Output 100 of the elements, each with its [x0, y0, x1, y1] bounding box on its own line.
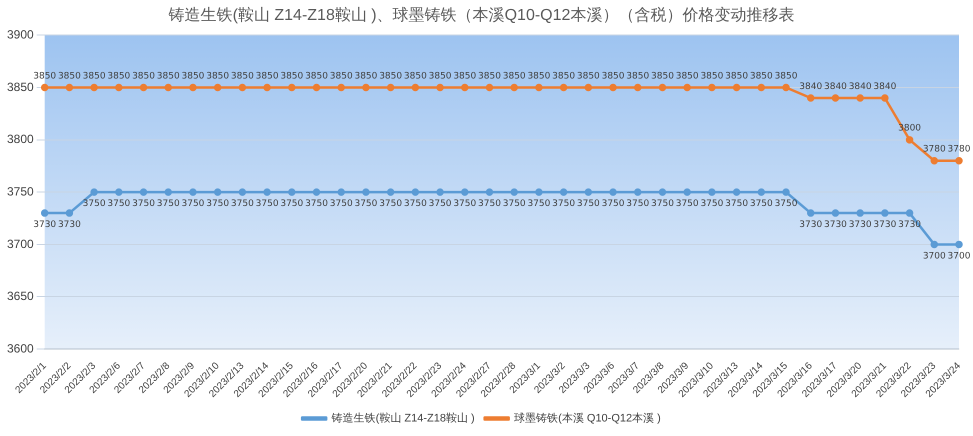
- point: [906, 209, 914, 217]
- data-label: 3750: [725, 198, 748, 209]
- data-label: 3850: [576, 71, 600, 82]
- data-label: 3850: [182, 71, 205, 82]
- point: [288, 84, 296, 92]
- point: [856, 209, 864, 217]
- point: [164, 84, 172, 92]
- y-tick-label: 3850: [6, 80, 34, 94]
- data-label: 3750: [379, 198, 402, 209]
- data-label: 3750: [305, 198, 328, 209]
- point: [806, 94, 814, 102]
- data-label: 3850: [404, 71, 428, 82]
- data-label: 3750: [478, 198, 502, 209]
- point: [412, 188, 420, 196]
- data-label: 3730: [873, 220, 897, 230]
- data-label: 3750: [552, 198, 576, 209]
- data-label: 3850: [502, 71, 526, 82]
- point: [263, 84, 271, 92]
- data-label: 3840: [848, 82, 872, 92]
- data-label: 3850: [107, 71, 131, 82]
- data-label: 3850: [774, 71, 798, 82]
- data-label: 3750: [107, 198, 131, 209]
- data-label: 3850: [725, 71, 748, 82]
- point: [584, 188, 592, 196]
- data-label: 3850: [280, 71, 304, 82]
- point: [337, 84, 345, 92]
- point: [263, 188, 271, 196]
- point: [881, 94, 889, 102]
- y-tick-label: 3750: [6, 184, 34, 198]
- point: [436, 188, 444, 196]
- point: [856, 94, 864, 102]
- point: [906, 136, 914, 144]
- point: [486, 188, 494, 196]
- data-label: 3850: [602, 71, 625, 82]
- data-label: 3750: [576, 198, 600, 209]
- point: [683, 188, 691, 196]
- point: [362, 84, 370, 92]
- point: [609, 84, 617, 92]
- data-label: 3850: [156, 71, 180, 82]
- point: [189, 188, 197, 196]
- data-label: 3730: [848, 220, 872, 230]
- data-label: 3750: [230, 198, 254, 209]
- point: [40, 84, 48, 92]
- data-label: 3750: [626, 198, 650, 209]
- data-label: 3750: [206, 198, 230, 209]
- point: [214, 84, 222, 92]
- data-label: 3750: [651, 198, 674, 209]
- y-tick-label: 3650: [6, 289, 34, 304]
- y-tick-label: 3800: [6, 132, 34, 146]
- data-label: 3850: [132, 71, 156, 82]
- point: [66, 84, 74, 92]
- data-label: 3750: [428, 198, 452, 209]
- point: [832, 209, 840, 217]
- data-label: 3850: [305, 71, 328, 82]
- point: [732, 188, 740, 196]
- data-label: 3850: [750, 71, 774, 82]
- data-label: 3850: [58, 71, 82, 82]
- data-label: 3750: [182, 198, 205, 209]
- point: [832, 94, 840, 102]
- point: [955, 240, 963, 248]
- point: [337, 188, 345, 196]
- point: [140, 188, 148, 196]
- data-label: 3850: [33, 71, 56, 82]
- point: [238, 84, 246, 92]
- point: [510, 188, 518, 196]
- data-label: 3850: [428, 71, 452, 82]
- point: [732, 84, 740, 92]
- point: [584, 84, 592, 92]
- point: [115, 188, 123, 196]
- point: [66, 209, 74, 217]
- data-label: 3850: [478, 71, 502, 82]
- point: [782, 84, 790, 92]
- data-label: 3750: [82, 198, 106, 209]
- point: [510, 84, 518, 92]
- point: [683, 84, 691, 92]
- point: [386, 188, 394, 196]
- data-label: 3850: [676, 71, 699, 82]
- data-label: 3750: [404, 198, 428, 209]
- point: [634, 188, 642, 196]
- legend-label: 铸造生铁(鞍山 Z14-Z18鞍山 ): [330, 412, 475, 425]
- data-label: 3750: [700, 198, 724, 209]
- data-label: 3850: [82, 71, 106, 82]
- data-label: 3850: [379, 71, 402, 82]
- data-label: 3840: [799, 82, 822, 92]
- point: [90, 188, 98, 196]
- data-label: 3730: [824, 220, 848, 230]
- point: [362, 188, 370, 196]
- point: [758, 188, 766, 196]
- y-tick-label: 3600: [6, 341, 34, 356]
- point: [386, 84, 394, 92]
- point: [164, 188, 172, 196]
- point: [930, 240, 938, 248]
- point: [758, 84, 766, 92]
- data-label: 3730: [799, 220, 822, 230]
- data-label: 3750: [330, 198, 353, 209]
- data-label: 3750: [750, 198, 774, 209]
- point: [90, 84, 98, 92]
- data-label: 3850: [330, 71, 353, 82]
- data-label: 3750: [132, 198, 156, 209]
- point: [930, 156, 938, 164]
